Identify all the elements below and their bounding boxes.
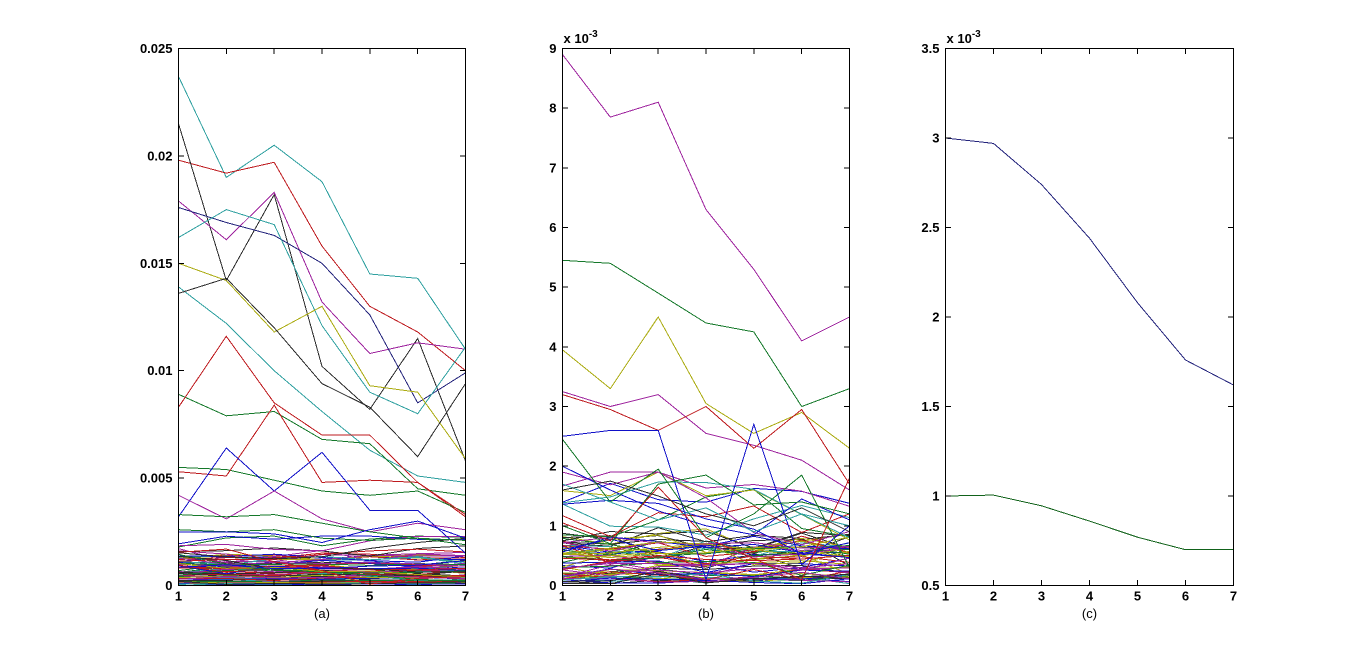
svg-text:3: 3 (932, 131, 939, 146)
svg-text:0: 0 (549, 578, 556, 593)
svg-text:6: 6 (798, 589, 805, 604)
svg-text:8: 8 (549, 101, 556, 116)
svg-text:(a): (a) (314, 606, 330, 621)
svg-text:1: 1 (175, 589, 182, 604)
svg-text:3: 3 (271, 589, 278, 604)
svg-text:(c): (c) (1082, 606, 1097, 621)
svg-text:1: 1 (932, 489, 939, 504)
svg-text:4: 4 (1086, 589, 1094, 604)
svg-text:0.025: 0.025 (140, 41, 173, 56)
svg-text:5: 5 (366, 589, 373, 604)
svg-text:2: 2 (223, 589, 230, 604)
svg-text:1: 1 (942, 589, 949, 604)
svg-text:2: 2 (932, 310, 939, 325)
svg-text:3: 3 (549, 399, 556, 414)
svg-text:0: 0 (165, 578, 172, 593)
svg-text:1.5: 1.5 (921, 399, 939, 414)
svg-text:0.015: 0.015 (140, 256, 173, 271)
svg-text:0.01: 0.01 (147, 363, 172, 378)
svg-text:1: 1 (559, 589, 566, 604)
svg-text:5: 5 (549, 280, 556, 295)
svg-text:6: 6 (414, 589, 421, 604)
svg-text:0.02: 0.02 (147, 148, 172, 163)
svg-text:2: 2 (549, 459, 556, 474)
svg-text:1: 1 (549, 518, 556, 533)
svg-text:6: 6 (549, 220, 556, 235)
svg-text:4: 4 (702, 589, 710, 604)
svg-text:0.005: 0.005 (140, 471, 173, 486)
svg-text:9: 9 (549, 41, 556, 56)
svg-text:5: 5 (750, 589, 757, 604)
svg-text:2: 2 (607, 589, 614, 604)
svg-text:6: 6 (1182, 589, 1189, 604)
svg-text:2: 2 (990, 589, 997, 604)
svg-text:7: 7 (549, 160, 556, 175)
svg-text:0.5: 0.5 (921, 578, 939, 593)
svg-text:(b): (b) (698, 606, 714, 621)
svg-text:3: 3 (1038, 589, 1045, 604)
svg-text:5: 5 (1134, 589, 1141, 604)
svg-text:7: 7 (846, 589, 853, 604)
svg-text:3: 3 (655, 589, 662, 604)
svg-text:7: 7 (1230, 589, 1237, 604)
svg-text:4: 4 (549, 339, 557, 354)
svg-text:2.5: 2.5 (921, 220, 939, 235)
svg-text:7: 7 (462, 589, 469, 604)
svg-text:3.5: 3.5 (921, 41, 939, 56)
svg-text:4: 4 (318, 589, 326, 604)
